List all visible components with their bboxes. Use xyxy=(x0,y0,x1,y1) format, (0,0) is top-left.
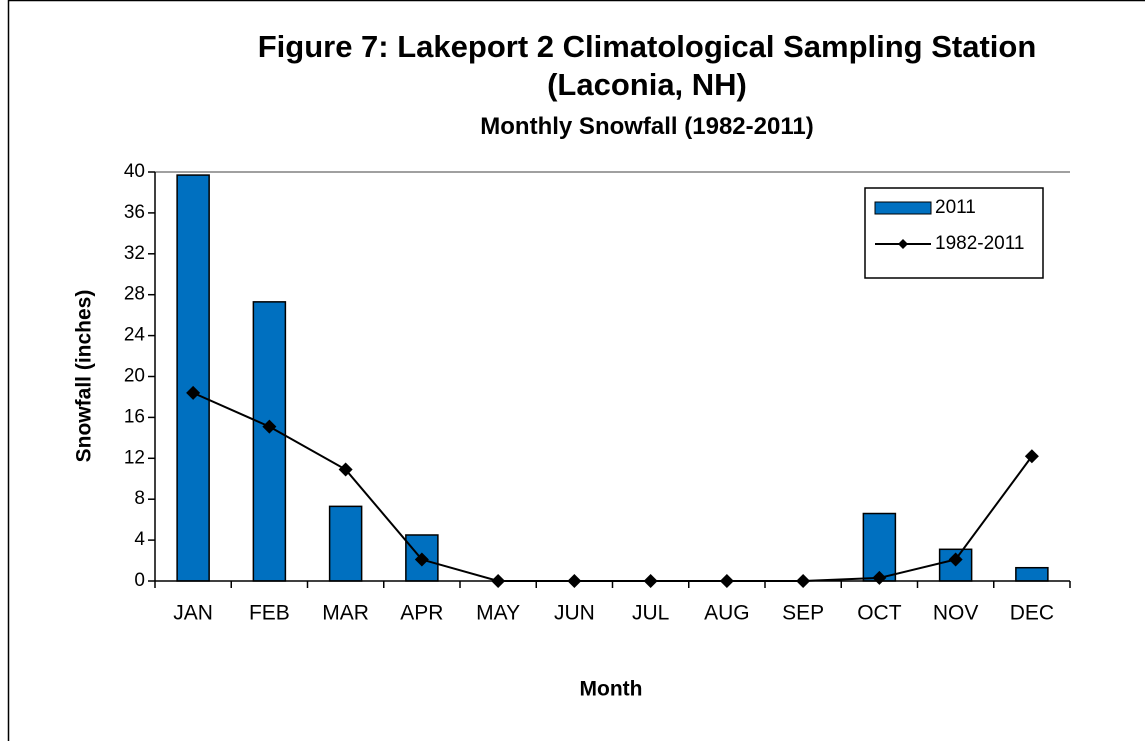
x-tick-label: JUL xyxy=(632,602,669,625)
frame xyxy=(7,0,1145,741)
y-tick-label: 12 xyxy=(124,447,145,468)
bar xyxy=(252,301,287,582)
y-tick-label: 36 xyxy=(124,202,145,223)
y-tick-label: 40 xyxy=(124,161,145,182)
legend-label: 2011 xyxy=(935,197,976,218)
bar xyxy=(328,505,363,582)
marker xyxy=(186,385,201,400)
line xyxy=(192,391,1033,582)
y-tick-label: 16 xyxy=(124,406,145,427)
x-tick-label: OCT xyxy=(857,602,902,625)
y-tick-label: 4 xyxy=(134,529,145,550)
y-axis-label: Snowfall (inches) xyxy=(73,290,96,463)
y-tick-label: 0 xyxy=(134,570,145,591)
x-tick-label: JAN xyxy=(173,602,213,625)
y-tick-label: 28 xyxy=(124,284,145,305)
marker xyxy=(338,462,353,477)
x-axis-label: Month xyxy=(580,678,643,701)
marker xyxy=(414,552,429,567)
x-tick-label: MAR xyxy=(322,602,369,625)
legend-label: 1982-2011 xyxy=(935,233,1024,254)
bar xyxy=(176,174,210,582)
legend: 2011 1982-2011 xyxy=(864,187,1044,279)
legend-swatch xyxy=(874,201,932,215)
x-tick-label: APR xyxy=(400,602,443,625)
x-tick-label: MAY xyxy=(476,602,520,625)
y-tick-label: 8 xyxy=(134,488,145,509)
marker xyxy=(1024,449,1039,464)
y-tick-label: 20 xyxy=(124,366,145,387)
legend-marker xyxy=(898,239,908,249)
x-tick-label: AUG xyxy=(704,602,750,625)
bar xyxy=(1015,566,1049,582)
chart-subtitle: Monthly Snowfall (1982-2011) xyxy=(480,113,814,140)
bar xyxy=(862,512,897,582)
x-tick-label: JUN xyxy=(554,602,595,625)
marker xyxy=(262,419,277,434)
x-tick-label: SEP xyxy=(782,602,824,625)
chart-title: Figure 7: Lakeport 2 Climatological Samp… xyxy=(257,29,1037,102)
x-tick-label: FEB xyxy=(249,602,290,625)
y-tick-label: 32 xyxy=(124,243,145,264)
y-tick-label: 24 xyxy=(124,325,146,346)
x-tick-label: NOV xyxy=(933,602,979,625)
marker xyxy=(948,552,963,567)
x-tick-label: DEC xyxy=(1010,602,1054,625)
